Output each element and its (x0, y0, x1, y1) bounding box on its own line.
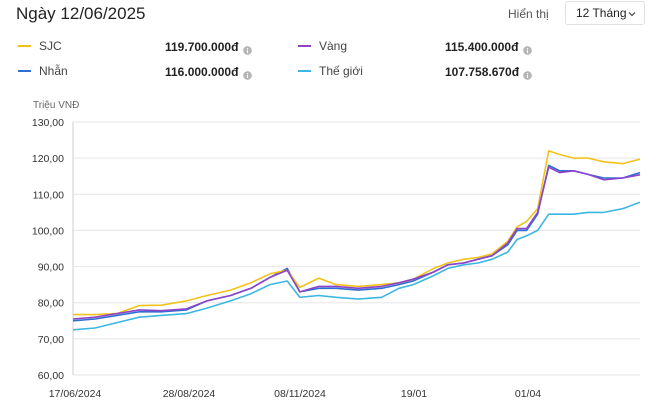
legend-value-nhan: 116.000.000đ (165, 65, 239, 79)
info-icon[interactable] (523, 42, 532, 60)
series-line-nhẫn (72, 164, 641, 322)
legend-value-sjc: 119.700.000đ (165, 40, 239, 54)
y-axis-title: Triệu VNĐ (33, 100, 79, 111)
series-line-thế-giới (72, 201, 641, 331)
x-tick-label: 17/06/2024 (49, 388, 102, 400)
y-tick-label: 90,00 (38, 262, 64, 274)
legend-name: Thế giới (319, 64, 363, 78)
legend-swatch-vang (298, 45, 311, 47)
y-tick-label: 100,00 (32, 225, 64, 237)
y-tick-label: 130,00 (32, 117, 64, 129)
y-tick-label: 70,00 (38, 334, 64, 346)
y-tick-label: 80,00 (38, 298, 64, 310)
x-tick-label: 28/08/2024 (163, 388, 216, 400)
legend-name: Vàng (319, 39, 348, 53)
legend-item-sjc[interactable]: SJC (18, 37, 62, 55)
display-label: Hiển thị (508, 7, 549, 21)
legend-swatch-nhan (18, 70, 31, 72)
legend-name: Nhẫn (39, 64, 68, 78)
legend-swatch-the-gioi (298, 70, 311, 72)
series-line-vàng (72, 166, 641, 320)
y-tick-label: 60,00 (38, 370, 64, 382)
x-tick-label: 08/11/2024 (274, 388, 326, 400)
legend-item-vang[interactable]: Vàng (298, 37, 347, 55)
info-icon[interactable] (243, 67, 252, 85)
legend-value-vang: 115.400.000đ (445, 40, 519, 54)
info-icon[interactable] (243, 42, 252, 60)
chevron-down-icon (627, 8, 637, 22)
legend-value-the-gioi: 107.758.670đ (445, 65, 520, 79)
legend-name: SJC (39, 39, 62, 53)
info-icon[interactable] (523, 67, 532, 85)
y-tick-label: 110,00 (33, 189, 64, 201)
range-select[interactable]: 12 Tháng (565, 1, 645, 25)
legend-item-the-gioi[interactable]: Thế giới (298, 62, 363, 80)
x-tick-label: 19/01 (401, 388, 427, 400)
y-tick-label: 120,00 (32, 153, 64, 165)
legend-item-nhan[interactable]: Nhẫn (18, 62, 68, 80)
page-title: Ngày 12/06/2025 (16, 4, 146, 23)
range-select-value: 12 Tháng (576, 6, 627, 20)
x-tick-label: 01/04 (515, 388, 541, 400)
legend-swatch-sjc (18, 45, 31, 47)
